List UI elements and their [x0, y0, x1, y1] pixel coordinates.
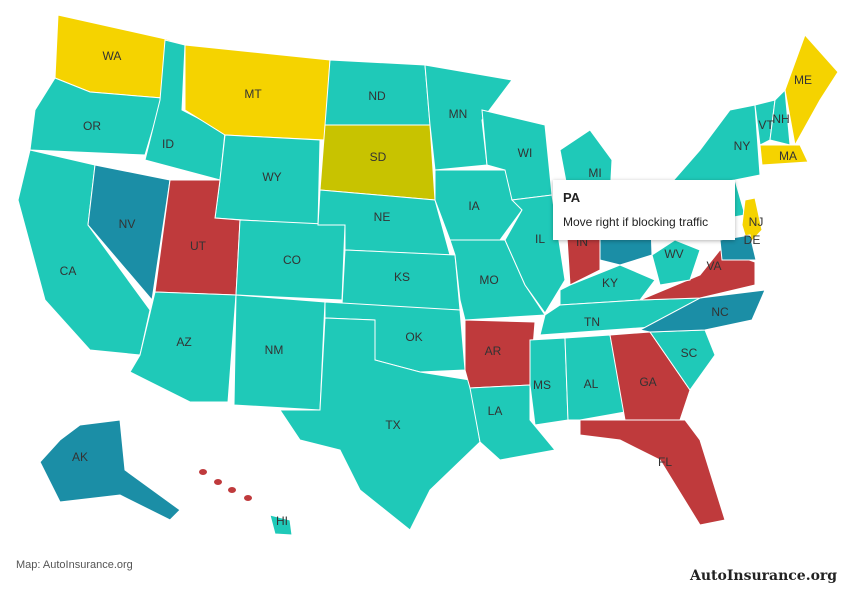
- state-label: SD: [370, 150, 387, 164]
- state-label: AZ: [176, 335, 191, 349]
- state-label: WY: [262, 170, 281, 184]
- state-label: NV: [119, 217, 136, 231]
- state[interactable]: [87, 164, 171, 302]
- state[interactable]: [564, 334, 626, 421]
- state-label: MN: [449, 107, 468, 121]
- state-label: AR: [485, 344, 502, 358]
- state-label: MS: [533, 378, 551, 392]
- state-label: NC: [711, 305, 729, 319]
- state[interactable]: [639, 249, 756, 301]
- state-label: CA: [60, 264, 77, 278]
- state-label: IL: [535, 232, 545, 246]
- state-label: WI: [518, 146, 533, 160]
- state-label: ND: [368, 89, 386, 103]
- state-label: TN: [584, 315, 600, 329]
- state[interactable]: [29, 77, 163, 156]
- state-label: FL: [658, 455, 672, 469]
- state-label: SC: [681, 346, 698, 360]
- state-label: OR: [83, 119, 101, 133]
- state-label: KY: [602, 276, 618, 290]
- state-label: NE: [374, 210, 391, 224]
- state-label: NY: [734, 139, 751, 153]
- state[interactable]: [579, 419, 726, 526]
- state-label: LA: [488, 404, 503, 418]
- state-label: CO: [283, 253, 301, 267]
- tooltip: PA Move right if blocking traffic: [553, 180, 735, 240]
- state-label: UT: [190, 239, 207, 253]
- state-label: VT: [758, 118, 774, 132]
- state-label: WA: [103, 49, 122, 63]
- island: [244, 495, 252, 501]
- state-label: AK: [72, 450, 88, 464]
- state-label: NJ: [749, 215, 764, 229]
- state-label: WV: [664, 247, 683, 261]
- state-label: NH: [772, 112, 789, 126]
- tooltip-title: PA: [563, 190, 581, 205]
- island: [214, 479, 222, 485]
- state-label: MI: [588, 166, 601, 180]
- state[interactable]: [39, 419, 181, 521]
- state-label: DE: [744, 233, 761, 247]
- state[interactable]: [759, 144, 809, 166]
- state[interactable]: [279, 317, 481, 531]
- state-label: IA: [468, 199, 479, 213]
- state[interactable]: [651, 239, 701, 286]
- state[interactable]: [784, 34, 839, 147]
- state-label: MO: [479, 273, 498, 287]
- state-label: TX: [385, 418, 400, 432]
- state-label: OK: [405, 330, 422, 344]
- state-label: GA: [639, 375, 656, 389]
- state[interactable]: [719, 234, 757, 261]
- state-label: ME: [794, 73, 812, 87]
- credit: Map: AutoInsurance.org: [16, 559, 133, 571]
- state-label: NM: [265, 343, 284, 357]
- state[interactable]: [529, 337, 569, 426]
- state[interactable]: [609, 331, 691, 421]
- state-label: MT: [244, 87, 262, 101]
- state[interactable]: [269, 514, 293, 536]
- state-label: ID: [162, 137, 174, 151]
- state-label: MA: [779, 149, 797, 163]
- state[interactable]: [741, 197, 763, 246]
- state-label: HI: [276, 514, 288, 528]
- island: [199, 469, 207, 475]
- logo[interactable]: AutoInsurance.org: [690, 568, 838, 584]
- state-label: AL: [584, 377, 599, 391]
- state-label: KS: [394, 270, 410, 284]
- tooltip-text: Move right if blocking traffic: [563, 215, 709, 229]
- state-label: VA: [706, 259, 721, 273]
- island: [228, 487, 236, 493]
